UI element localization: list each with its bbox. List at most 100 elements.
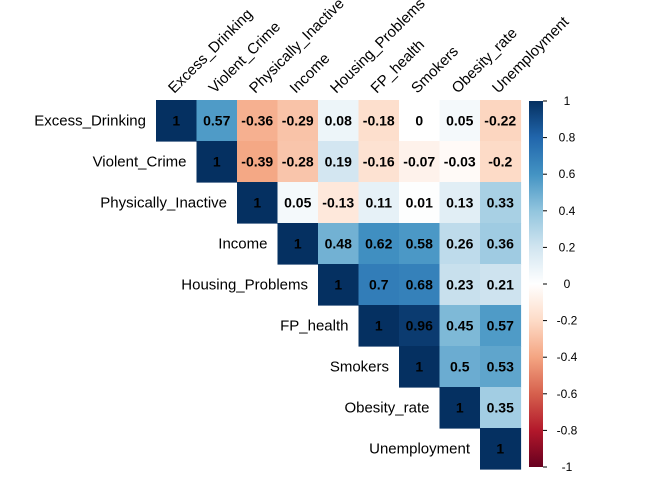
heatmap-cell [480, 305, 522, 347]
heatmap-cell [439, 264, 481, 306]
heatmap-cell [439, 100, 481, 142]
heatmap-cell [480, 223, 522, 265]
row-label: Obesity_rate [344, 400, 429, 417]
cell-value-label: 1 [294, 236, 302, 252]
cell-value-label: 0.35 [487, 400, 514, 416]
colorbar-tick-label: -0.4 [557, 350, 578, 364]
colorbar-tick-label: 1 [564, 94, 571, 108]
cell-value-label: -0.29 [282, 113, 314, 129]
heatmap-cell [480, 428, 522, 470]
heatmap-cell [399, 305, 441, 347]
heatmap-cell [399, 264, 441, 306]
heatmap-cell [358, 182, 400, 224]
heatmap-cell [277, 223, 319, 265]
colorbar-gradient [529, 101, 543, 467]
heatmap-cell [439, 141, 481, 183]
colorbar-tick-label: 0.2 [559, 240, 576, 254]
heatmap-cell [480, 387, 522, 429]
cell-value-label: 0.58 [406, 236, 433, 252]
cell-value-label: 0.01 [406, 195, 433, 211]
cell-value-label: 1 [415, 359, 423, 375]
cell-value-label: -0.03 [444, 154, 476, 170]
colorbar-tick-label: 0 [564, 277, 571, 291]
heatmap-cell [277, 182, 319, 224]
cell-value-label: -0.22 [484, 113, 516, 129]
cell-value-label: 0.05 [284, 195, 311, 211]
cell-value-label: 0.96 [406, 318, 433, 334]
cell-value-label: -0.28 [282, 154, 314, 170]
row-label: Physically_Inactive [100, 195, 227, 212]
heatmap-cell [358, 100, 400, 142]
cell-value-label: -0.2 [488, 154, 512, 170]
heatmap-cell [439, 182, 481, 224]
row-label: FP_health [280, 318, 348, 335]
cell-value-label: 0.68 [406, 277, 433, 293]
heatmap-cell [358, 223, 400, 265]
cell-value-label: 1 [375, 318, 383, 334]
heatmap-cell [277, 100, 319, 142]
heatmap-cell [480, 346, 522, 388]
heatmap-cell [196, 100, 238, 142]
cell-value-label: 0.45 [446, 318, 473, 334]
heatmap-cell [439, 387, 481, 429]
cell-value-label: -0.18 [363, 113, 395, 129]
heatmap-cell [399, 346, 441, 388]
cell-value-label: 1 [253, 195, 261, 211]
cell-value-label: 0.36 [487, 236, 514, 252]
heatmap-cell [318, 141, 360, 183]
heatmap-cell [318, 223, 360, 265]
cell-value-label: -0.39 [241, 154, 273, 170]
cell-value-label: 1 [213, 154, 221, 170]
colorbar-tick-label: -1 [562, 460, 573, 474]
cell-value-label: 0.08 [325, 113, 352, 129]
cell-value-label: 1 [456, 400, 464, 416]
cell-value-label: 0.23 [446, 277, 473, 293]
heatmap-cell [358, 141, 400, 183]
cell-value-label: 1 [172, 113, 180, 129]
cell-value-label: 0.13 [446, 195, 473, 211]
colorbar-tick-label: -0.6 [557, 387, 578, 401]
colorbar-tick-label: -0.8 [557, 423, 578, 437]
heatmap-cell [399, 182, 441, 224]
cell-value-label: -0.16 [363, 154, 395, 170]
heatmap-cell [399, 223, 441, 265]
cell-value-label: 0.26 [446, 236, 473, 252]
cell-value-label: 1 [496, 441, 504, 457]
row-label: Income [218, 236, 267, 253]
heatmap-cells [156, 100, 522, 470]
cell-value-label: -0.36 [241, 113, 273, 129]
cell-value-label: 0.53 [487, 359, 514, 375]
heatmap-cell [156, 100, 198, 142]
heatmap-cell [237, 141, 279, 183]
heatmap-cell [237, 100, 279, 142]
heatmap-cell [277, 141, 319, 183]
cell-value-label: 0.7 [369, 277, 389, 293]
cell-value-label: 0.5 [450, 359, 470, 375]
heatmap-cell [399, 100, 441, 142]
heatmap-cell [439, 223, 481, 265]
cell-value-label: 0.05 [446, 113, 473, 129]
cell-value-label: 0.57 [487, 318, 514, 334]
heatmap-cell [358, 305, 400, 347]
cell-value-label: -0.07 [403, 154, 435, 170]
cell-value-label: 0.62 [365, 236, 392, 252]
column-labels: Excess_DrinkingViolent_CrimePhysically_I… [165, 0, 573, 97]
cell-value-label: 0.57 [203, 113, 230, 129]
heatmap-cell [480, 141, 522, 183]
heatmap-cell [358, 264, 400, 306]
row-label: Smokers [330, 359, 389, 376]
cell-value-label: 0 [415, 113, 423, 129]
cell-value-label: 0.11 [366, 195, 393, 211]
cell-value-label: 1 [334, 277, 342, 293]
row-label: Violent_Crime [93, 154, 187, 171]
heatmap-cell [399, 141, 441, 183]
colorbar-tick-label: -0.2 [557, 314, 578, 328]
heatmap-cell [318, 100, 360, 142]
cell-value-label: -0.13 [322, 195, 354, 211]
cell-value-label: 0.19 [325, 154, 352, 170]
row-label: Housing_Problems [181, 277, 308, 294]
heatmap-cell [480, 100, 522, 142]
colorbar-tick-label: 0.8 [559, 131, 576, 145]
colorbar-tick-label: 0.6 [559, 167, 576, 181]
